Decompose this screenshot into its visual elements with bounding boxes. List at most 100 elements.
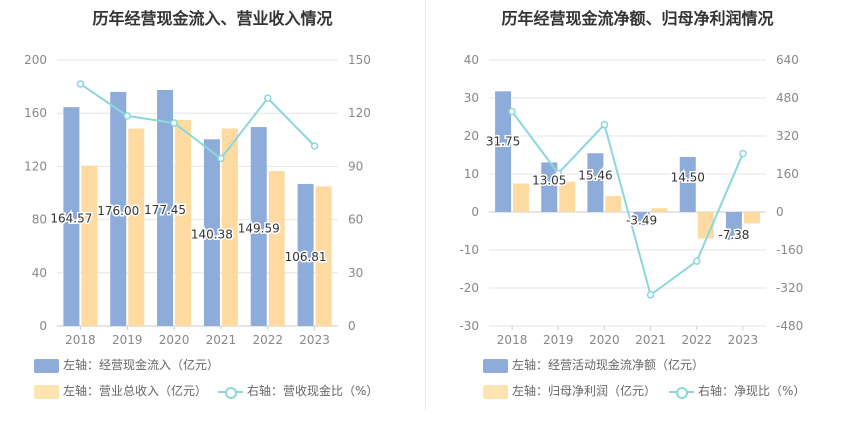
legend-swatch-bar-blue [483,358,508,373]
legend-label: 左轴：归母净利润（亿元） [512,384,657,398]
legend-swatch-bar-blue [34,358,59,373]
x-tick-label: 2020 [589,333,620,347]
legend-swatch-bar-orange [483,384,508,399]
y-tick-label-left: 80 [32,213,47,227]
y-tick-label-right: 90 [348,159,363,173]
bar-primary [633,212,650,226]
bar-primary [63,107,80,326]
bar-secondary [651,208,668,212]
bar-secondary [513,183,530,212]
line-point [76,80,85,88]
bar-secondary [605,196,622,212]
legend-item-revenue[interactable]: 左轴：营业总收入（亿元） [34,382,207,400]
y-tick-label-right: 160 [776,167,799,181]
x-tick-label: 2022 [681,333,712,347]
x-tick-label: 2021 [635,333,666,347]
line-point [646,291,655,299]
data-label: 13.05 [532,174,566,188]
bar-primary [587,153,604,212]
chart-plot-area: -30 -480 -20 -320 -10 -160 0 0 10 160 20 320 30 480 40… [459,53,803,347]
data-label: 106.81 [285,250,327,264]
x-tick-label: 2018 [65,333,96,347]
chart-title: 历年经营现金流入、营业收入情况 [92,9,333,28]
bar-primary [495,91,512,212]
line-point [554,169,562,178]
line-point [123,112,131,120]
y-tick-label-left: -30 [459,319,479,333]
x-tick-label: 2023 [299,333,330,347]
y-tick-label-left: -20 [459,281,479,295]
y-tick-label-right: 480 [776,91,799,105]
y-tick-label-right: 150 [348,53,371,67]
line-point [217,154,225,163]
legend-label: 右轴：营收现金比（%） [247,384,379,398]
data-label: 31.75 [486,135,520,149]
y-tick-label-left: 40 [464,53,479,67]
chart-title: 历年经营现金流净额、归母净利润情况 [501,9,774,28]
legend-label: 右轴：净现比（%） [698,384,806,398]
y-tick-label-left: 200 [24,53,47,67]
data-label: 140.38 [191,228,233,242]
data-label: 15.46 [578,169,612,183]
y-tick-label-right: 60 [348,213,363,227]
y-tick-label-right: 320 [776,129,799,143]
x-tick-label: 2020 [159,333,190,347]
y-tick-label-right: 120 [348,106,371,120]
y-tick-label-right: 30 [348,266,363,280]
bar-primary [297,183,314,326]
legend-label: 左轴：营业总收入（亿元） [63,384,208,398]
data-label: 176.00 [97,204,139,218]
data-label: -7.38 [718,228,749,242]
legend-item-cash-inflow[interactable]: 左轴：经营现金流入（亿元） [34,356,219,374]
legend-item-ratio[interactable]: 右轴：营收现金比（%） [218,382,378,400]
y-tick-label-left: 30 [464,91,479,105]
line-point [739,149,747,158]
legend-swatch-bar-orange [34,384,59,399]
data-label: 149.59 [238,222,280,236]
panel-divider [425,0,426,410]
y-tick-label-left: 120 [24,159,47,173]
line-point [310,142,319,150]
line-point [264,94,272,102]
x-tick-label: 2022 [252,333,283,347]
y-tick-label-right: 0 [776,205,784,219]
bar-secondary [221,128,238,326]
x-tick-label: 2023 [728,333,759,347]
bar-primary [203,139,220,326]
bar-primary [110,91,127,326]
legend-item-net-cashflow[interactable]: 左轴：经营活动现金流净额（亿元） [483,356,704,374]
bar-primary [725,212,742,241]
line-point [600,120,609,129]
x-tick-label: 2019 [112,333,143,347]
y-tick-label-right: -320 [776,281,803,295]
y-tick-label-left: 10 [464,167,479,181]
line-point [508,107,516,116]
line-point [170,119,178,127]
y-tick-label-left: 160 [24,106,47,120]
line-series [511,110,744,297]
legend-label: 左轴：经营现金流入（亿元） [63,358,220,372]
legend-item-cash-ratio[interactable]: 右轴：净现比（%） [669,382,805,400]
bar-primary [157,89,174,326]
bar-primary [679,156,696,212]
legend-swatch-line-icon [669,385,694,399]
y-tick-label-right: -480 [776,319,803,333]
y-tick-label-left: -10 [459,243,479,257]
data-label: 14.50 [671,171,705,185]
legend-item-net-profit[interactable]: 左轴：归母净利润（亿元） [483,382,656,400]
legend-label: 左轴：经营活动现金流净额（亿元） [512,358,705,372]
legend-swatch-line-icon [218,385,243,399]
y-tick-label-left: 0 [471,205,479,219]
data-label: 177.45 [144,203,186,217]
x-tick-label: 2018 [497,333,528,347]
bar-secondary [175,119,192,326]
line-series [79,83,316,160]
bar-secondary [268,171,285,326]
line-point [693,257,701,265]
y-tick-label-left: 20 [464,129,479,143]
chart-panel-net-cashflow: 历年经营现金流净额、归母净利润情况 -30 -480 -20 -320 -10 -160 0… [425,0,850,437]
x-tick-label: 2019 [543,333,574,347]
bar-secondary [315,186,332,326]
y-tick-label-right: 640 [776,53,799,67]
y-tick-label-left: 40 [32,266,47,280]
